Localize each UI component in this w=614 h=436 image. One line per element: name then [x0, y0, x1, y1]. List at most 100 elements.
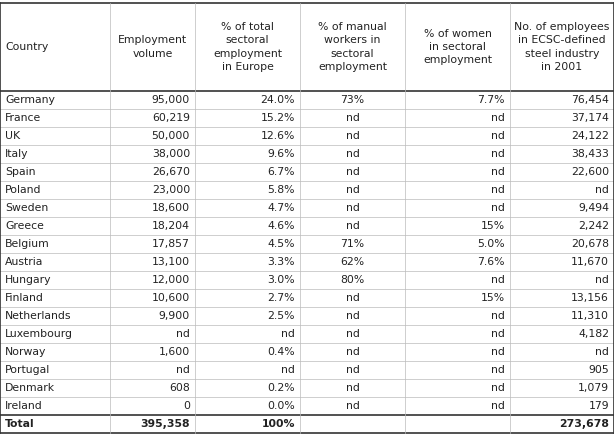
- Text: nd: nd: [346, 329, 359, 339]
- Text: 11,310: 11,310: [571, 311, 609, 321]
- Text: 2.7%: 2.7%: [268, 293, 295, 303]
- Text: nd: nd: [491, 203, 505, 213]
- Text: nd: nd: [346, 311, 359, 321]
- Text: 273,678: 273,678: [559, 419, 609, 429]
- Text: 100%: 100%: [262, 419, 295, 429]
- Text: 1,600: 1,600: [159, 347, 190, 357]
- Text: nd: nd: [346, 185, 359, 195]
- Text: Norway: Norway: [5, 347, 47, 357]
- Text: No. of employees
in ECSC-defined
steel industry
in 2001: No. of employees in ECSC-defined steel i…: [515, 22, 610, 72]
- Text: Portugal: Portugal: [5, 365, 50, 375]
- Text: 15%: 15%: [481, 293, 505, 303]
- Text: 0: 0: [183, 401, 190, 411]
- Text: Total: Total: [5, 419, 34, 429]
- Text: Greece: Greece: [5, 221, 44, 231]
- Text: 20,678: 20,678: [571, 239, 609, 249]
- Text: 6.7%: 6.7%: [268, 167, 295, 177]
- Text: Hungary: Hungary: [5, 275, 52, 285]
- Text: Sweden: Sweden: [5, 203, 49, 213]
- Text: Denmark: Denmark: [5, 383, 55, 393]
- Text: Austria: Austria: [5, 257, 44, 267]
- Text: 37,174: 37,174: [571, 113, 609, 123]
- Text: Spain: Spain: [5, 167, 36, 177]
- Text: 2,242: 2,242: [578, 221, 609, 231]
- Text: 22,600: 22,600: [571, 167, 609, 177]
- Text: % of manual
workers in
sectoral
employment: % of manual workers in sectoral employme…: [318, 22, 387, 72]
- Text: 80%: 80%: [340, 275, 365, 285]
- Text: nd: nd: [491, 149, 505, 159]
- Text: 26,670: 26,670: [152, 167, 190, 177]
- Text: 38,433: 38,433: [571, 149, 609, 159]
- Text: Poland: Poland: [5, 185, 42, 195]
- Text: 11,670: 11,670: [571, 257, 609, 267]
- Text: 60,219: 60,219: [152, 113, 190, 123]
- Text: nd: nd: [491, 383, 505, 393]
- Text: 13,100: 13,100: [152, 257, 190, 267]
- Text: Employment
volume: Employment volume: [118, 35, 187, 58]
- Text: Country: Country: [5, 42, 49, 52]
- Text: 3.0%: 3.0%: [267, 275, 295, 285]
- Text: 18,204: 18,204: [152, 221, 190, 231]
- Text: 10,600: 10,600: [152, 293, 190, 303]
- Text: 3.3%: 3.3%: [268, 257, 295, 267]
- Text: 9,494: 9,494: [578, 203, 609, 213]
- Text: 62%: 62%: [340, 257, 365, 267]
- Text: nd: nd: [346, 149, 359, 159]
- Text: 15%: 15%: [481, 221, 505, 231]
- Text: nd: nd: [595, 347, 609, 357]
- Text: 38,000: 38,000: [152, 149, 190, 159]
- Text: nd: nd: [491, 131, 505, 141]
- Text: nd: nd: [491, 185, 505, 195]
- Text: 5.8%: 5.8%: [268, 185, 295, 195]
- Text: nd: nd: [346, 401, 359, 411]
- Text: 17,857: 17,857: [152, 239, 190, 249]
- Text: nd: nd: [491, 329, 505, 339]
- Text: 13,156: 13,156: [571, 293, 609, 303]
- Text: 4.7%: 4.7%: [268, 203, 295, 213]
- Text: 95,000: 95,000: [152, 95, 190, 105]
- Text: 73%: 73%: [340, 95, 365, 105]
- Text: 9,900: 9,900: [159, 311, 190, 321]
- Text: Ireland: Ireland: [5, 401, 43, 411]
- Text: nd: nd: [346, 221, 359, 231]
- Text: nd: nd: [595, 275, 609, 285]
- Text: 0.4%: 0.4%: [267, 347, 295, 357]
- Text: nd: nd: [176, 329, 190, 339]
- Text: 50,000: 50,000: [152, 131, 190, 141]
- Text: nd: nd: [346, 293, 359, 303]
- Text: nd: nd: [346, 383, 359, 393]
- Text: 15.2%: 15.2%: [260, 113, 295, 123]
- Text: nd: nd: [491, 401, 505, 411]
- Text: 7.7%: 7.7%: [478, 95, 505, 105]
- Text: 71%: 71%: [340, 239, 365, 249]
- Text: 24,122: 24,122: [571, 131, 609, 141]
- Text: nd: nd: [346, 167, 359, 177]
- Text: 4.5%: 4.5%: [268, 239, 295, 249]
- Text: nd: nd: [491, 365, 505, 375]
- Text: nd: nd: [346, 131, 359, 141]
- Text: France: France: [5, 113, 41, 123]
- Text: nd: nd: [491, 311, 505, 321]
- Text: nd: nd: [281, 365, 295, 375]
- Text: 395,358: 395,358: [141, 419, 190, 429]
- Text: 24.0%: 24.0%: [260, 95, 295, 105]
- Text: 12,000: 12,000: [152, 275, 190, 285]
- Text: 76,454: 76,454: [571, 95, 609, 105]
- Text: 0.0%: 0.0%: [267, 401, 295, 411]
- Text: Netherlands: Netherlands: [5, 311, 71, 321]
- Text: nd: nd: [491, 167, 505, 177]
- Text: 7.6%: 7.6%: [478, 257, 505, 267]
- Text: 18,600: 18,600: [152, 203, 190, 213]
- Text: nd: nd: [491, 113, 505, 123]
- Text: 608: 608: [169, 383, 190, 393]
- Text: nd: nd: [176, 365, 190, 375]
- Text: nd: nd: [346, 347, 359, 357]
- Text: nd: nd: [346, 203, 359, 213]
- Text: Belgium: Belgium: [5, 239, 50, 249]
- Text: 4,182: 4,182: [578, 329, 609, 339]
- Text: nd: nd: [491, 347, 505, 357]
- Text: nd: nd: [346, 113, 359, 123]
- Text: 0.2%: 0.2%: [267, 383, 295, 393]
- Text: 1,079: 1,079: [578, 383, 609, 393]
- Text: Germany: Germany: [5, 95, 55, 105]
